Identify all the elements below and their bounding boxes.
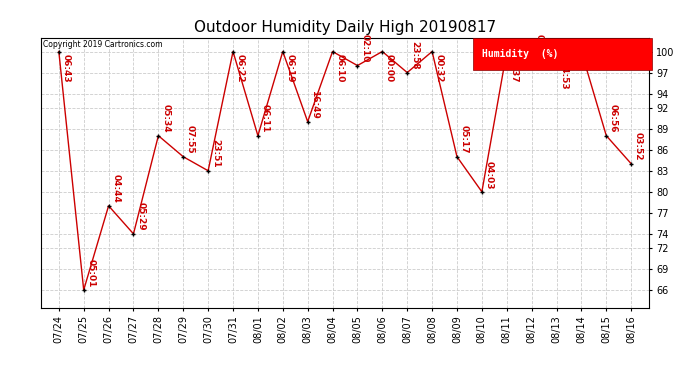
Point bbox=[178, 154, 189, 160]
Point bbox=[203, 168, 214, 174]
Point bbox=[253, 133, 264, 139]
Text: 06:19: 06:19 bbox=[286, 54, 295, 83]
Text: 06:37: 06:37 bbox=[509, 54, 518, 83]
Point bbox=[228, 48, 239, 54]
Point bbox=[78, 287, 89, 293]
Text: 05:17: 05:17 bbox=[460, 125, 469, 154]
Text: 06:11: 06:11 bbox=[261, 104, 270, 133]
Point bbox=[601, 133, 612, 139]
Point bbox=[327, 48, 338, 54]
Text: 23:51: 23:51 bbox=[211, 140, 220, 168]
Point bbox=[426, 48, 437, 54]
Text: 02:10: 02:10 bbox=[360, 34, 369, 63]
Text: 05:01: 05:01 bbox=[86, 259, 95, 287]
Text: 23:58: 23:58 bbox=[410, 41, 419, 70]
Text: 05:29: 05:29 bbox=[136, 202, 146, 231]
Point bbox=[551, 56, 562, 62]
Text: Copyright 2019 Cartronics.com: Copyright 2019 Cartronics.com bbox=[43, 40, 162, 49]
Point bbox=[526, 63, 537, 69]
FancyBboxPatch shape bbox=[473, 38, 651, 70]
Text: 05:34: 05:34 bbox=[161, 104, 170, 133]
Text: 04:03: 04:03 bbox=[484, 160, 493, 189]
Point bbox=[53, 48, 64, 54]
Text: 00:00: 00:00 bbox=[385, 54, 394, 82]
Text: 04:44: 04:44 bbox=[111, 174, 120, 203]
Point bbox=[277, 48, 288, 54]
Point bbox=[103, 203, 114, 209]
Point bbox=[476, 189, 487, 195]
Text: 03:52: 03:52 bbox=[634, 132, 643, 161]
Text: 00:32: 00:32 bbox=[435, 54, 444, 82]
Point bbox=[451, 154, 462, 160]
Text: Humidity  (%): Humidity (%) bbox=[482, 49, 558, 59]
Text: 07:55: 07:55 bbox=[186, 125, 195, 154]
Point bbox=[377, 48, 388, 54]
Title: Outdoor Humidity Daily High 20190817: Outdoor Humidity Daily High 20190817 bbox=[194, 20, 496, 35]
Point bbox=[626, 161, 637, 167]
Point bbox=[302, 118, 313, 124]
Text: 06:22: 06:22 bbox=[236, 54, 245, 83]
Text: 06:10: 06:10 bbox=[335, 54, 344, 82]
Text: 06:56: 06:56 bbox=[609, 104, 618, 133]
Text: 16:49: 16:49 bbox=[310, 90, 319, 119]
Point bbox=[576, 48, 587, 54]
Point bbox=[128, 231, 139, 237]
Text: 06:43: 06:43 bbox=[61, 54, 70, 83]
Text: 04:53: 04:53 bbox=[560, 62, 569, 90]
Text: 06:56: 06:56 bbox=[535, 34, 544, 63]
Point bbox=[501, 48, 512, 54]
Point bbox=[402, 70, 413, 76]
Point bbox=[153, 133, 164, 139]
Point bbox=[352, 63, 363, 69]
